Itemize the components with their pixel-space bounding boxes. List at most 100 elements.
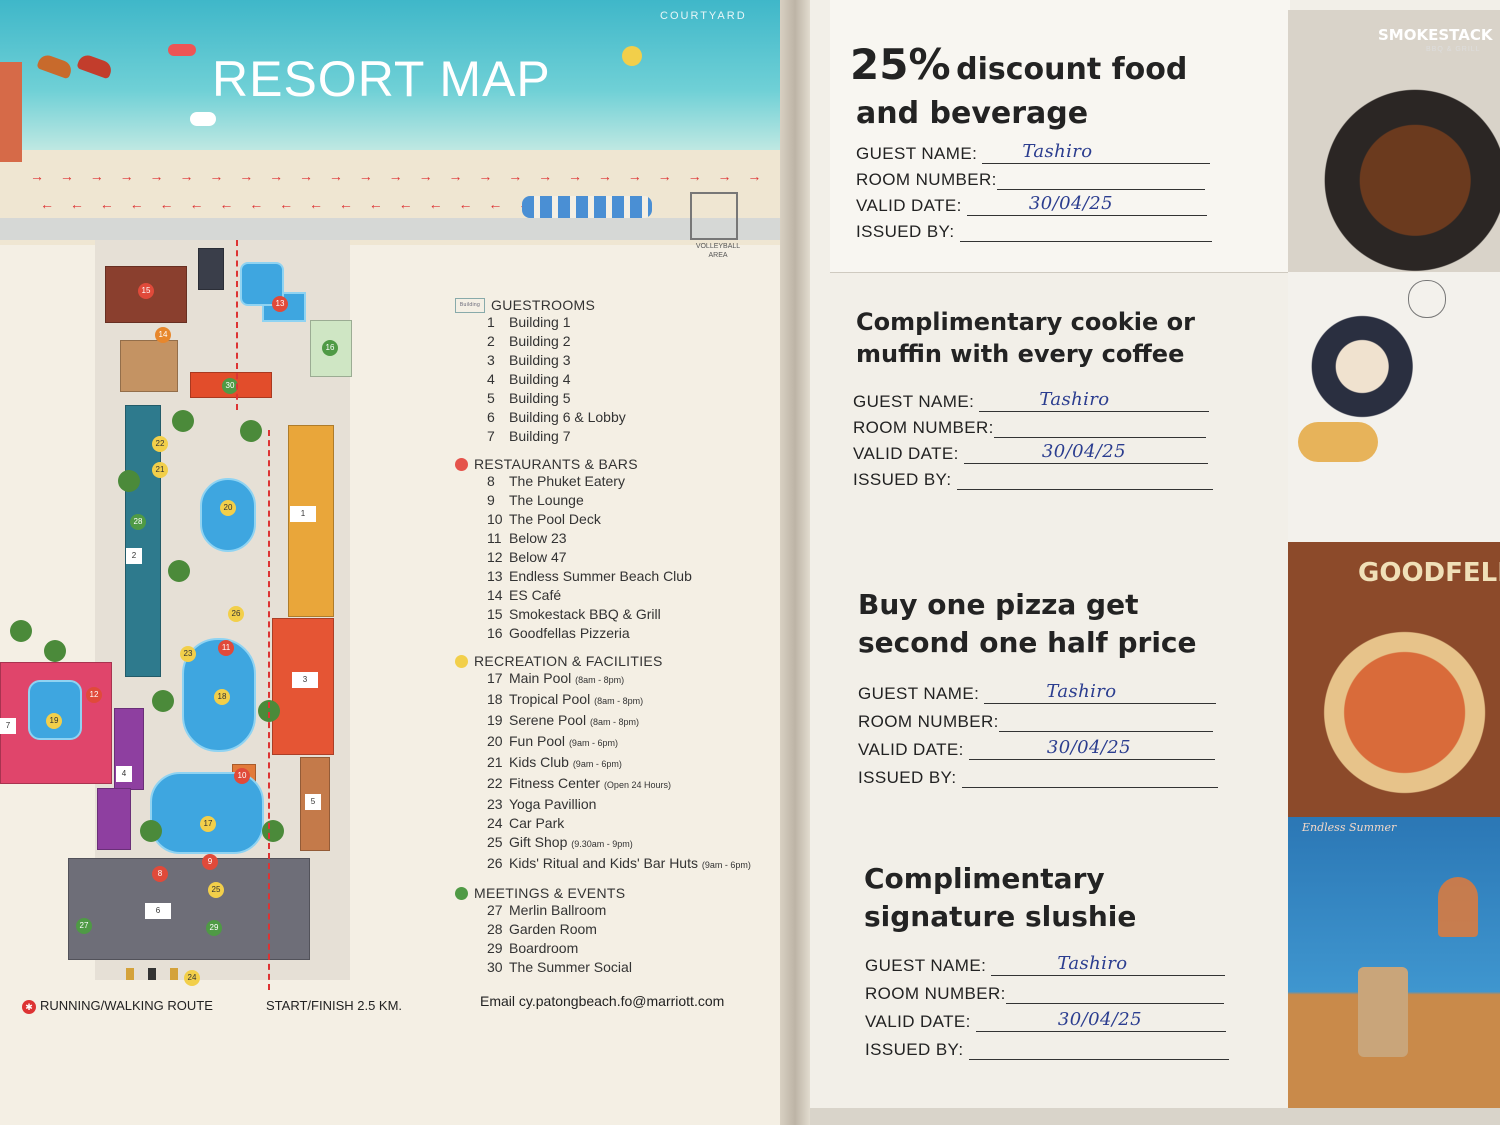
valid-date-field[interactable]: VALID DATE: 30/04/25 xyxy=(856,193,1212,222)
runner-icon: ✱ xyxy=(22,1000,36,1014)
valid-date-field[interactable]: VALID DATE: 30/04/25 xyxy=(853,441,1213,470)
voucher-fields: GUEST NAME: Tashiro ROOM NUMBER: VALID D… xyxy=(856,141,1212,248)
map-marker-16[interactable]: 16 xyxy=(322,340,338,356)
issued-by-field[interactable]: ISSUED BY: xyxy=(858,768,1218,796)
map-marker-18[interactable]: 18 xyxy=(214,689,230,705)
legend-item-label: Smokestack BBQ & Grill xyxy=(509,606,661,622)
legend-item-number: 6 xyxy=(487,409,495,425)
umbrella-icon xyxy=(622,46,642,66)
map-marker-7[interactable]: 7 xyxy=(0,718,16,734)
voucher-fields: GUEST NAME: Tashiro ROOM NUMBER: VALID D… xyxy=(853,389,1213,496)
map-marker-24[interactable]: 24 xyxy=(184,970,200,986)
guest-name-field[interactable]: GUEST NAME: Tashiro xyxy=(858,681,1218,712)
volleyball-court xyxy=(690,192,738,240)
handwritten-value: Tashiro xyxy=(1039,389,1110,410)
map-marker-26[interactable]: 26 xyxy=(228,606,244,622)
map-marker-2[interactable]: 2 xyxy=(126,548,142,564)
field-label: ISSUED BY: xyxy=(853,470,952,489)
map-marker-22[interactable]: 22 xyxy=(152,436,168,452)
legend-item-label: Boardroom xyxy=(509,940,579,956)
field-line: Tashiro xyxy=(982,141,1211,164)
map-marker-1[interactable]: 1 xyxy=(290,506,316,522)
map-title: RESORT MAP xyxy=(212,51,551,107)
map-marker-21[interactable]: 21 xyxy=(152,462,168,478)
legend-item: 28 Garden Room xyxy=(487,920,775,939)
brand-logo: COURTYARD xyxy=(660,10,747,22)
map-marker-29[interactable]: 29 xyxy=(206,920,222,936)
legend-item: 7 Building 7 xyxy=(487,427,775,446)
map-marker-11[interactable]: 11 xyxy=(218,640,234,656)
legend-item-hours: (8am - 8pm) xyxy=(594,696,644,706)
palm-tree xyxy=(10,620,32,642)
map-marker-4[interactable]: 4 xyxy=(116,766,132,782)
field-line: 30/04/25 xyxy=(975,1009,1226,1032)
field-label: ISSUED BY: xyxy=(865,1040,964,1059)
legend-item-number: 10 xyxy=(487,511,503,527)
legend-item: 22 Fitness Center (Open 24 Hours) xyxy=(487,774,775,795)
map-marker-30[interactable]: 30 xyxy=(222,378,238,394)
map-marker-13[interactable]: 13 xyxy=(272,296,288,312)
legend-item-label: The Lounge xyxy=(509,492,584,508)
map-marker-10[interactable]: 10 xyxy=(234,768,250,784)
legend-item-number: 15 xyxy=(487,606,503,622)
map-marker-17[interactable]: 17 xyxy=(200,816,216,832)
map-marker-23[interactable]: 23 xyxy=(180,646,196,662)
issued-by-field[interactable]: ISSUED BY: xyxy=(856,222,1212,248)
guest-name-field[interactable]: GUEST NAME: Tashiro xyxy=(856,141,1212,170)
running-route-label: ✱ RUNNING/WALKING ROUTE xyxy=(22,998,213,1014)
legend-item-number: 30 xyxy=(487,959,503,975)
legend-item-label: Building 2 xyxy=(509,333,571,349)
legend-item: 30 The Summer Social xyxy=(487,958,775,977)
palm-tree xyxy=(172,410,194,432)
map-marker-6[interactable]: 6 xyxy=(145,903,171,919)
legend-item-number: 26 xyxy=(487,855,503,871)
map-marker-20[interactable]: 20 xyxy=(220,500,236,516)
map-marker-28[interactable]: 28 xyxy=(130,514,146,530)
map-legend: Building GUESTROOMS 1 Building 1 2 Building… xyxy=(455,297,775,977)
legend-item: 13 Endless Summer Beach Club xyxy=(487,567,775,586)
field-label: ROOM NUMBER: xyxy=(856,170,997,189)
page-gutter xyxy=(780,0,810,1125)
room-number-field[interactable]: ROOM NUMBER: xyxy=(853,418,1213,444)
legend-item: 2 Building 2 xyxy=(487,332,775,351)
contact-email: Email cy.patongbeach.fo@marriott.com xyxy=(480,993,725,1009)
issued-by-field[interactable]: ISSUED BY: xyxy=(853,470,1213,496)
handwritten-value: 30/04/25 xyxy=(1041,441,1126,462)
legend-section-recreation: 17 Main Pool (8am - 8pm) 18 Tropical Pool (… xyxy=(455,669,775,875)
valid-date-field[interactable]: VALID DATE: 30/04/25 xyxy=(858,737,1218,768)
map-marker-15[interactable]: 15 xyxy=(138,283,154,299)
room-number-field[interactable]: ROOM NUMBER: xyxy=(865,984,1229,1012)
main-pool xyxy=(150,772,264,854)
car-icon xyxy=(170,968,178,980)
map-marker-3[interactable]: 3 xyxy=(292,672,318,688)
guest-name-field[interactable]: GUEST NAME: Tashiro xyxy=(853,389,1213,418)
map-marker-9[interactable]: 9 xyxy=(202,854,218,870)
legend-item-label: Building 6 & Lobby xyxy=(509,409,626,425)
jetski-icon xyxy=(168,44,196,56)
map-marker-12[interactable]: 12 xyxy=(86,687,102,703)
legend-item: 24 Car Park xyxy=(487,814,775,833)
field-line: Tashiro xyxy=(991,953,1226,976)
palm-tree xyxy=(152,690,174,712)
valid-date-field[interactable]: VALID DATE: 30/04/25 xyxy=(865,1009,1229,1040)
field-label: VALID DATE: xyxy=(853,444,959,463)
map-marker-19[interactable]: 19 xyxy=(46,713,62,729)
map-marker-27[interactable]: 27 xyxy=(76,918,92,934)
legend-item-number: 19 xyxy=(487,712,503,728)
map-marker-5[interactable]: 5 xyxy=(305,794,321,810)
room-number-field[interactable]: ROOM NUMBER: xyxy=(858,712,1218,740)
map-marker-25[interactable]: 25 xyxy=(208,882,224,898)
legend-item-label: Fitness Center xyxy=(509,775,601,791)
guest-name-field[interactable]: GUEST NAME: Tashiro xyxy=(865,953,1229,984)
vouchers-page: 25% discount food and beverage GUEST NAM… xyxy=(810,0,1500,1125)
voucher-fields: GUEST NAME: Tashiro ROOM NUMBER: VALID D… xyxy=(865,953,1229,1068)
map-marker-8[interactable]: 8 xyxy=(152,866,168,882)
map-marker-14[interactable]: 14 xyxy=(155,327,171,343)
running-route-arrows: → → → → → → → → → → → → → → → → → → → → … xyxy=(30,168,768,184)
legend-item-hours: (9.30am - 9pm) xyxy=(571,839,633,849)
legend-item-number: 29 xyxy=(487,940,503,956)
issued-by-field[interactable]: ISSUED BY: xyxy=(865,1040,1229,1068)
legend-section-meetings: 27 Merlin Ballroom 28 Garden Room 29 Boardroo… xyxy=(455,901,775,977)
legend-section-restaurants: 8 The Phuket Eatery 9 The Lounge 10 The Pool … xyxy=(455,472,775,643)
room-number-field[interactable]: ROOM NUMBER: xyxy=(856,170,1212,196)
